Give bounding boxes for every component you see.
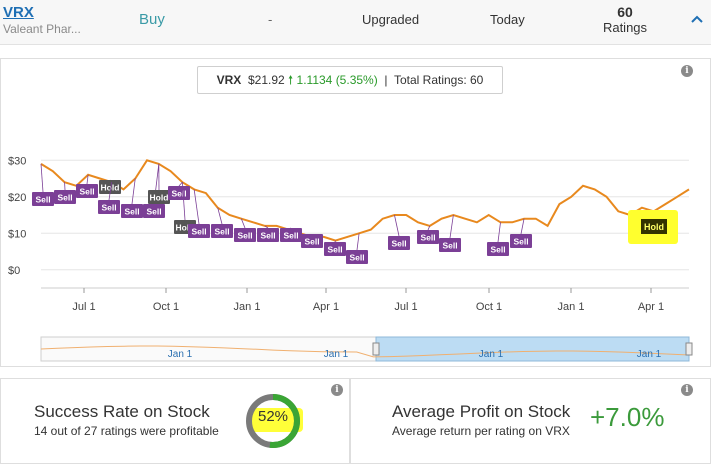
badge-label: Sell [327,245,342,255]
sell-badge: Sell [346,250,368,264]
sell-badge: Sell [234,228,256,242]
sell-badge: Sell [417,230,439,244]
badge-connector [521,219,524,234]
ratings-number: 60 [597,4,653,20]
info-icon[interactable]: i [331,384,343,396]
sell-badge: Sell [301,234,323,248]
navigator-label: Jan 1 [324,349,349,360]
badge-label: Sell [124,207,139,217]
success-rate-detail: 14 out of 27 ratings were profitable [34,424,219,438]
badge-label: Sell [304,237,319,247]
sell-badge: Sell [324,242,346,256]
x-tick-label: Jan 1 [234,301,261,313]
badge-connector [179,182,182,186]
badge-label: Sell [191,227,206,237]
badge-label: Hold [644,222,664,232]
rating-value: Buy [139,11,165,28]
navigator-handle[interactable] [686,343,692,355]
badge-label: Sell [442,241,457,251]
badge-label: Sell [513,237,528,247]
badge-connector [450,215,453,238]
badge-label: Sell [260,231,275,241]
badge-label: Sell [283,231,298,241]
y-tick-label: $30 [8,155,26,167]
badge-label: Sell [237,231,252,241]
handle-box [686,343,692,355]
navigator-handle[interactable] [373,343,379,355]
badge-label: Sell [146,207,161,217]
hold-badge: Hold [148,190,170,204]
sell-badge: Sell [510,234,532,248]
sell-badge: Sell [439,238,461,252]
sell-badge: Sell [188,224,210,238]
ticker-link[interactable]: VRX [3,4,34,21]
y-tick-label: $10 [8,228,26,240]
x-tick-label: Jul 1 [394,301,417,313]
average-profit-value: +7.0% [590,402,664,433]
rating-action: Upgraded [362,12,419,27]
navigator-label: Jan 1 [479,349,504,360]
badge-label: Sell [101,203,116,213]
sell-badge: Sell [54,190,76,204]
success-rate-percent: 52% [244,408,302,425]
sell-badge: Sell [168,186,190,200]
sell-badge: Sell [98,200,120,214]
price-chart: $30 $20 $10 $0 Jul 1 Oct 1 Jan 1 Apr 1 Jul 1 Oct … [0,58,709,365]
price-line [41,160,689,240]
x-tick-label: Apr 1 [638,301,664,313]
badge-label: Sell [349,253,364,263]
x-tick-label: Jan 1 [558,301,585,313]
x-tick-label: Oct 1 [476,301,502,313]
x-tick-label: Apr 1 [313,301,339,313]
badge-connector [194,189,199,224]
sell-badge: Sell [211,224,233,238]
sell-badge: Sell [280,228,302,242]
average-profit-detail: Average return per rating on VRX [392,424,570,438]
sell-badge: Sell [257,228,279,242]
navigator-label: Jan 1 [168,349,193,360]
badge-connector [498,222,500,242]
badge-label: Sell [391,239,406,249]
badge-label: Sell [214,227,229,237]
ratings-count: 60 Ratings [597,4,653,36]
sell-badge: Sell [388,236,410,250]
badge-label: Sell [171,189,186,199]
sell-badge: Sell [76,184,98,198]
sell-badge: Sell [121,204,143,218]
sell-badge: Sell [32,192,54,206]
badge-label: Sell [35,195,50,205]
average-profit-title: Average Profit on Stock [392,402,570,422]
rating-date: Today [490,12,525,27]
y-tick-label: $20 [8,192,26,204]
badge-connector [41,164,43,192]
sell-badge: Sell [487,242,509,256]
badge-label: Hold [150,193,169,203]
navigator-label: Jan 1 [637,349,662,360]
handle-box [373,343,379,355]
chevron-up-icon[interactable] [690,12,704,26]
badge-label: Sell [79,187,94,197]
info-icon[interactable]: i [681,384,693,396]
y-tick-label: $0 [8,265,20,277]
badge-label: Sell [57,193,72,203]
stock-header-row: VRX Valeant Phar... Buy - Upgraded Today… [0,0,711,45]
success-rate-title: Success Rate on Stock [34,402,210,422]
badge-connector [357,233,359,250]
ratings-label: Ratings [603,20,647,35]
latest-hold-badge: Hold [641,219,667,234]
company-name: Valeant Phar... [3,22,81,36]
x-tick-label: Oct 1 [153,301,179,313]
sell-badge: Sell [143,204,165,218]
badge-label: Sell [420,233,435,243]
badge-label: Sell [490,245,505,255]
price-target-value: - [268,12,272,27]
badge-connector [335,241,336,242]
x-tick-label: Jul 1 [72,301,95,313]
